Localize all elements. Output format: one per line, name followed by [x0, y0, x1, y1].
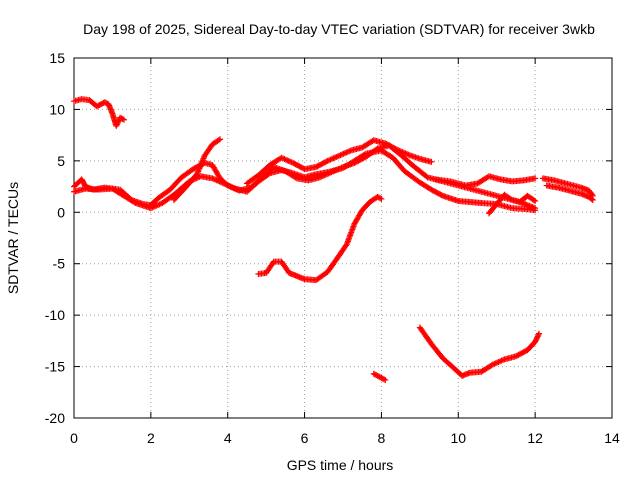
- x-tick-label: 6: [301, 430, 309, 446]
- data-point: [378, 195, 385, 202]
- data-series: [71, 96, 596, 383]
- data-point: [120, 116, 127, 123]
- data-point: [534, 334, 541, 341]
- series-arc-h-end: [539, 175, 596, 199]
- x-axis-label: GPS time / hours: [287, 457, 394, 473]
- y-tick-label: 15: [49, 50, 65, 66]
- data-point: [113, 122, 120, 129]
- data-point: [119, 116, 126, 123]
- series-arc-g-dip: [486, 191, 539, 217]
- grid-lines: [74, 58, 612, 418]
- data-point: [292, 174, 299, 181]
- data-point: [438, 192, 445, 199]
- data-point: [392, 145, 399, 152]
- data-point: [113, 121, 120, 128]
- plot-frame: [73, 57, 613, 419]
- x-tick-label: 10: [450, 430, 466, 446]
- data-point: [377, 195, 384, 202]
- series-arc-l-deep: [416, 324, 542, 379]
- axis-ticks: [73, 57, 613, 419]
- data-point: [532, 338, 539, 345]
- series-arc-f-late: [432, 173, 539, 189]
- data-point: [423, 173, 430, 180]
- data-point: [535, 332, 542, 339]
- x-tick-label: 4: [224, 430, 232, 446]
- data-point: [588, 196, 595, 203]
- data-point: [532, 197, 539, 204]
- y-tick-label: 5: [57, 153, 65, 169]
- data-point: [532, 337, 539, 344]
- x-tick-label: 12: [527, 430, 543, 446]
- x-tick-labels: 0 2 4 6 8 10 12 14: [70, 430, 620, 446]
- data-point: [114, 120, 121, 127]
- data-point: [323, 158, 330, 165]
- data-point: [530, 197, 537, 204]
- data-point: [115, 118, 122, 125]
- x-tick-label: 8: [378, 430, 386, 446]
- data-point: [215, 137, 222, 144]
- data-point: [507, 196, 514, 203]
- y-tick-label: 0: [57, 204, 65, 220]
- data-point: [532, 205, 539, 212]
- y-axis-label: SDTVAR / TECUs: [5, 182, 21, 294]
- y-tick-label: 10: [49, 101, 65, 117]
- data-point: [535, 330, 542, 337]
- series-arc-a-high-start: [71, 96, 127, 129]
- y-tick-label: -20: [45, 410, 65, 426]
- series-arc-d-spike: [170, 136, 224, 203]
- chart-title: Day 198 of 2025, Sidereal Day-to-day VTE…: [83, 21, 595, 37]
- y-tick-labels: -20 -15 -10 -5 0 5 10 15: [45, 50, 65, 426]
- series-arc-i-end-lower: [543, 182, 596, 203]
- data-point: [382, 376, 389, 383]
- data-point: [428, 158, 435, 165]
- x-tick-label: 14: [604, 430, 620, 446]
- series-arc-e-mid: [243, 137, 435, 187]
- data-point: [380, 376, 387, 383]
- data-point: [533, 336, 540, 343]
- x-tick-label: 2: [147, 430, 155, 446]
- y-tick-label: -10: [45, 307, 65, 323]
- data-point: [532, 175, 539, 182]
- data-point: [217, 136, 224, 143]
- data-point: [373, 146, 380, 153]
- data-point: [534, 333, 541, 340]
- series-arc-k-short: [370, 370, 389, 383]
- data-point: [589, 196, 596, 203]
- x-tick-label: 0: [70, 430, 78, 446]
- y-tick-label: -15: [45, 359, 65, 375]
- y-tick-label: -5: [53, 256, 66, 272]
- series-arc-j-negative: [255, 193, 385, 284]
